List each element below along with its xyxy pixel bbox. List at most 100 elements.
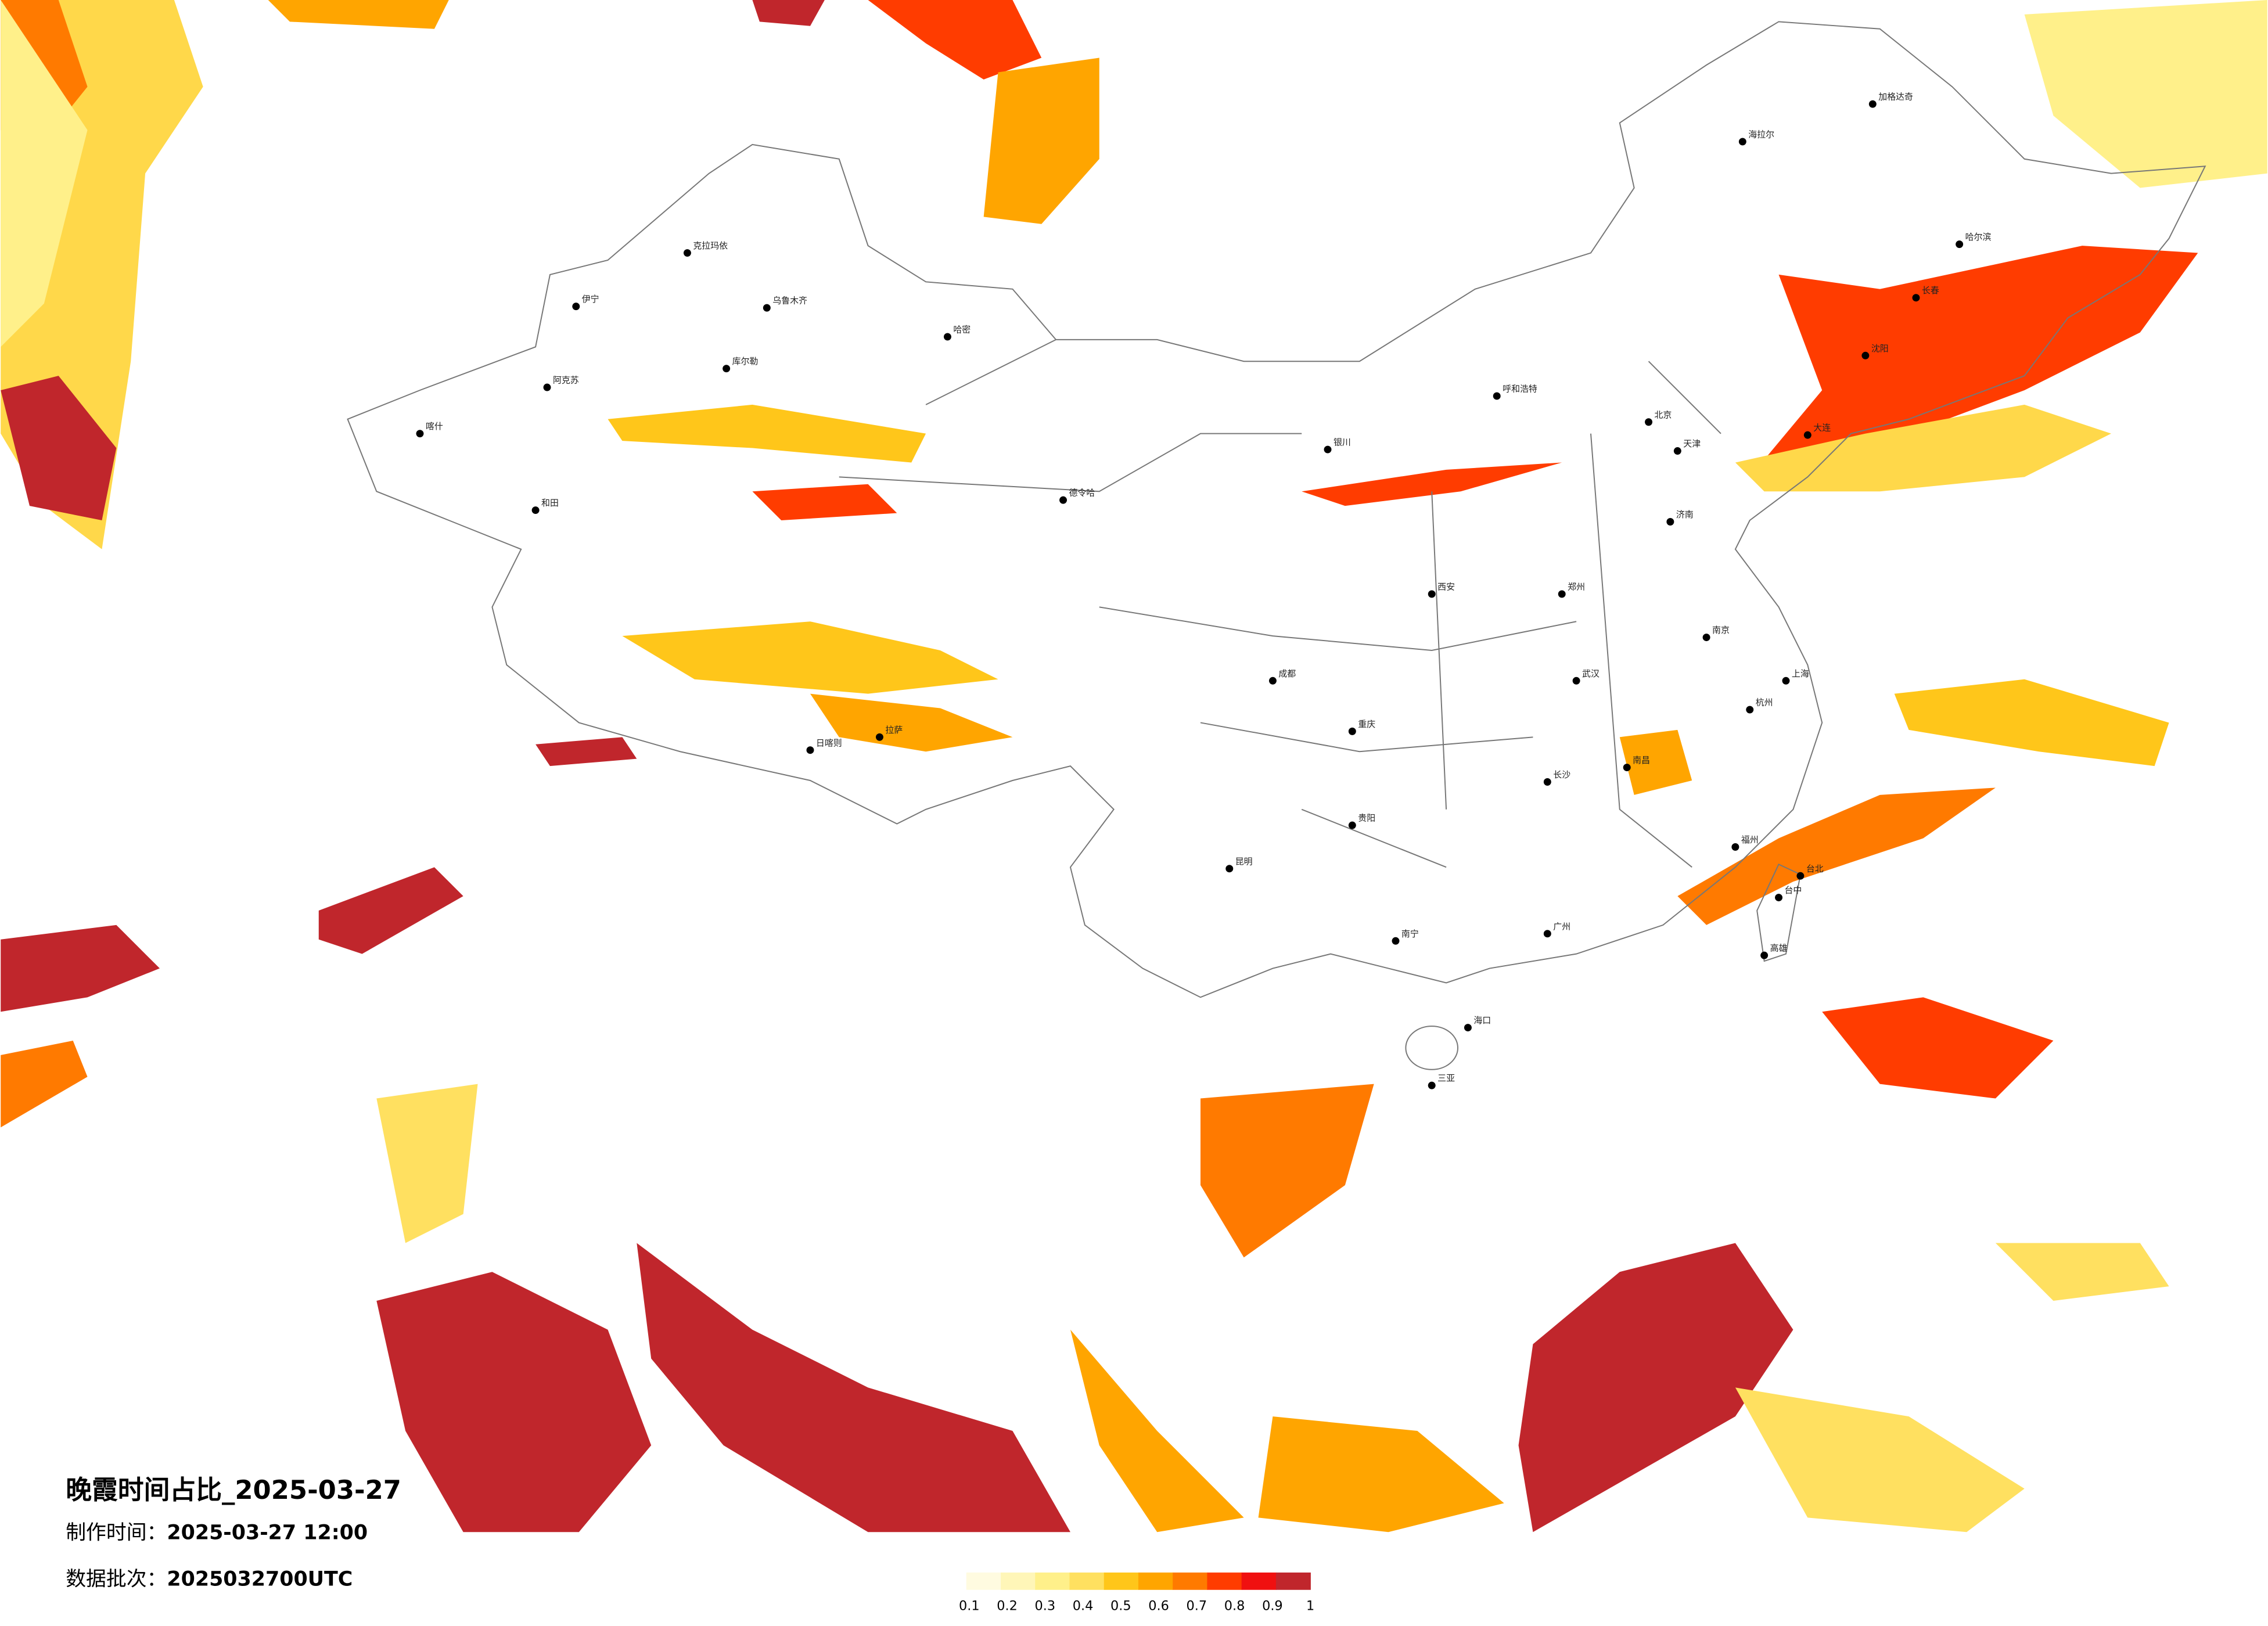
city-label: 杭州 [1756,697,1773,708]
made-label: 制作时间：2025-03-27 12:00 [66,1521,368,1545]
city-dot [1059,496,1067,504]
city-label: 广州 [1553,921,1570,931]
city-dot [1666,518,1674,526]
city-label: 武汉 [1582,668,1600,679]
city-label: 长沙 [1553,769,1570,780]
city-dot [1493,392,1501,400]
city-label: 台中 [1785,885,1802,895]
city-label: 北京 [1655,409,1672,420]
taiwan-outline [1756,864,1801,962]
heat-area [376,1272,652,1533]
city-dot [531,506,540,515]
city-dot [1428,1081,1436,1089]
heat-area [1518,1243,1793,1533]
city-dot [572,303,580,311]
heat-area [868,0,1042,80]
city-dot [1782,677,1790,685]
heat-layer [1,0,2267,1533]
city-dot [1623,764,1631,772]
city-label: 成都 [1278,668,1296,679]
city-dot [1268,677,1277,685]
heat-area [1619,729,1692,795]
city-dot [1912,294,1920,302]
city-label: 德令哈 [1069,488,1095,498]
made-time: 2025-03-27 12:00 [167,1521,368,1545]
city-dot [543,383,551,391]
heat-area [376,1084,478,1243]
city-dot [416,430,424,438]
city-label: 银川 [1334,437,1351,448]
boundaries [347,21,2206,1070]
batch-label-text: 数据批次： [66,1567,167,1591]
heat-area [1995,1243,2169,1301]
city-label: 重庆 [1358,719,1375,729]
city-dot [1464,1024,1472,1032]
heat-area [1735,1387,2025,1533]
batch-label: 数据批次：2025032700UTC [66,1567,353,1591]
made-label-text: 制作时间： [66,1521,167,1545]
legend-swatch [1001,1572,1036,1590]
city-dot [1324,445,1332,454]
city-label: 三亚 [1437,1073,1455,1084]
city-label: 贵阳 [1358,813,1375,823]
map-title: 晚霞时间占比_2025-03-27 [66,1474,401,1505]
city-label: 昆明 [1235,856,1253,866]
city-label: 阿克苏 [553,375,579,386]
heat-area [608,404,926,463]
batch-value: 2025032700UTC [167,1567,353,1591]
city-label: 乌鲁木齐 [772,296,807,306]
city-dot [1731,843,1739,851]
legend-swatch [1275,1572,1311,1590]
legend-tick-label: 0.5 [1110,1599,1131,1614]
city-dot [723,365,731,373]
city-label: 大连 [1813,423,1831,433]
city-label: 南昌 [1633,755,1650,765]
legend-swatch [1138,1572,1173,1590]
city-dot [1348,727,1356,735]
legend-tick-label: 0.3 [1034,1599,1055,1614]
city-dot [1956,240,1964,249]
city-label: 郑州 [1568,581,1585,592]
city-label: 福州 [1741,834,1759,845]
city-label: 海拉尔 [1748,129,1774,139]
city-label: 天津 [1683,438,1701,449]
city-dot [1746,706,1754,714]
city-label: 和田 [541,498,559,508]
legend-tick-label: 0.9 [1262,1599,1283,1614]
city-dot [1225,865,1234,873]
legend-tick-label: 0.4 [1073,1599,1094,1614]
heat-area [1749,246,2198,477]
city-dot [1392,937,1400,945]
heat-area [1070,1329,1244,1533]
city-dot [1558,590,1566,598]
legend-tick-label: 1 [1306,1599,1314,1614]
city-dot [1796,872,1805,880]
city-label: 喀什 [426,421,443,431]
city-dot [1868,100,1877,108]
legend-swatch [1173,1572,1208,1590]
heat-area [1,376,117,520]
city-dot [1803,431,1811,439]
legend-swatch [1241,1572,1277,1590]
legend-tick-label: 0.1 [959,1599,980,1614]
heat-area [810,693,1013,752]
heat-area [752,0,825,26]
country-outline [347,21,2206,998]
city-dot [875,733,883,741]
heat-area [535,737,637,767]
legend: 0.1 0.2 0.3 0.4 0.5 0.6 0.7 0.8 0.9 1 [959,1572,1314,1614]
city-label: 上海 [1792,668,1809,679]
city-label: 济南 [1676,509,1694,520]
legend-tick-label: 0.2 [997,1599,1018,1614]
city-dot [806,746,814,754]
city-dot [1543,930,1551,938]
city-dot [1348,821,1356,829]
city-label: 伊宁 [582,294,599,304]
heat-area [1302,462,1562,506]
city-label: 台北 [1806,864,1824,874]
heat-area [1,1041,88,1128]
city-label: 高雄 [1770,943,1788,954]
hainan-outline [1405,1026,1459,1070]
